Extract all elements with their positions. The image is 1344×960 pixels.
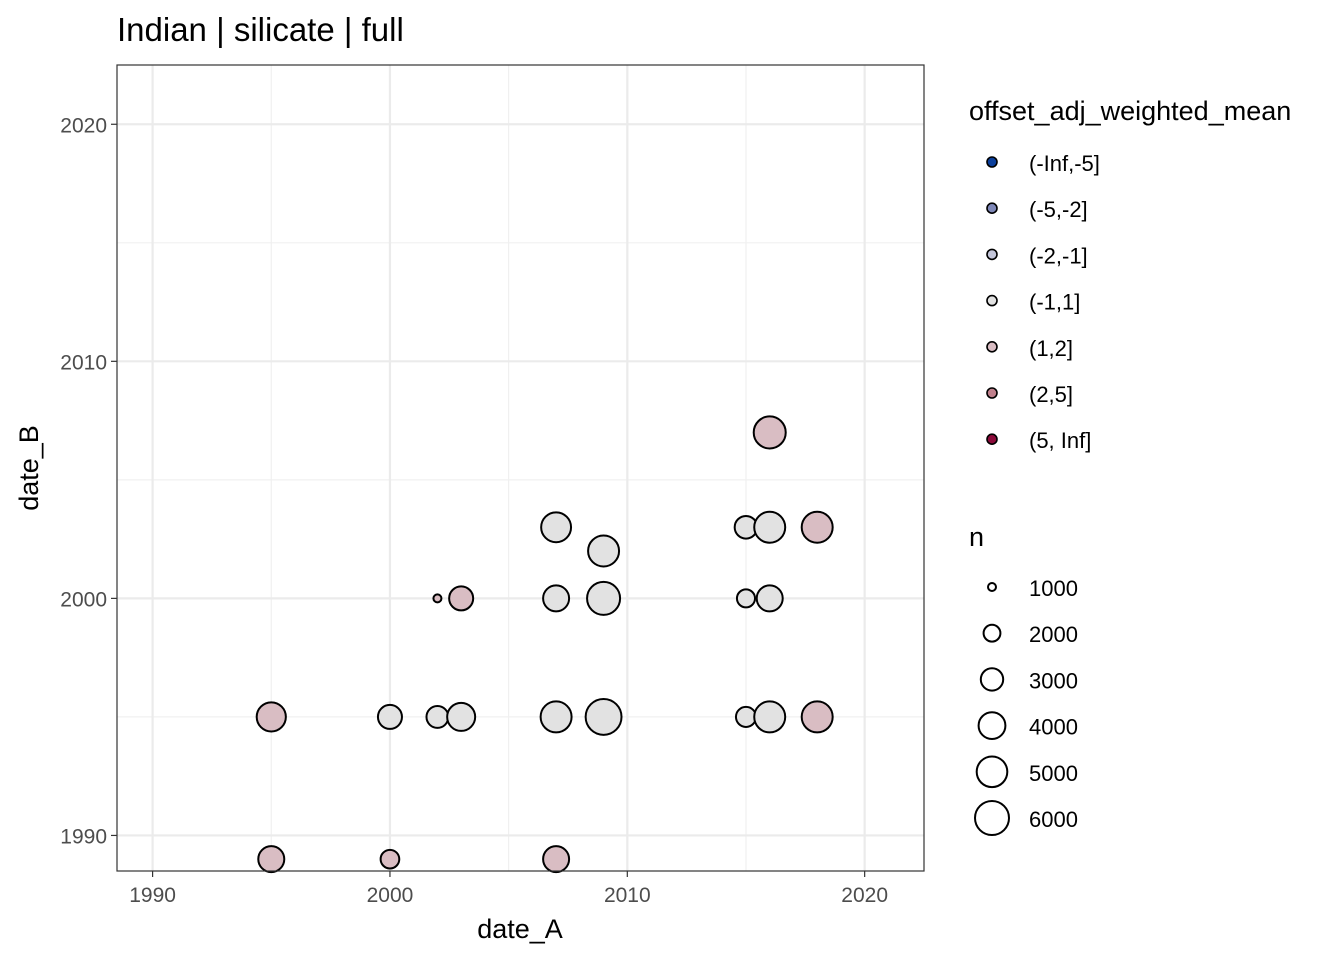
- size-legend-label: 6000: [1029, 807, 1078, 832]
- data-point: [255, 701, 287, 733]
- y-tick-label: 1990: [60, 825, 107, 848]
- data-point: [540, 511, 573, 544]
- data-point: [753, 510, 787, 544]
- y-tick-label: 2020: [60, 114, 107, 137]
- size-legend: 1000 2000 3000 4000 5000 6000: [974, 576, 1078, 836]
- color-legend-label: (-1,1]: [1029, 290, 1080, 315]
- color-legend-key: [986, 248, 998, 261]
- data-point: [376, 703, 403, 730]
- data-point: [800, 700, 834, 734]
- color-legend-key: [986, 387, 998, 399]
- grid: [117, 65, 924, 871]
- data-point: [586, 580, 622, 616]
- data-point: [379, 848, 401, 870]
- color-legend-label: (1,2]: [1029, 336, 1073, 361]
- size-legend-key: [987, 582, 997, 592]
- data-point: [539, 700, 573, 734]
- color-legend-key: [986, 156, 998, 168]
- x-axis: 1990 2000 2010 2020: [129, 871, 888, 907]
- x-tick-label: 2020: [841, 884, 888, 907]
- color-legend-key: [986, 340, 998, 353]
- data-point: [753, 700, 787, 734]
- size-legend-key: [979, 667, 1005, 692]
- color-legend-label: (-Inf,-5]: [1029, 151, 1100, 176]
- size-legend-label: 4000: [1029, 715, 1078, 740]
- data-point: [446, 701, 477, 732]
- size-legend-label: 5000: [1029, 761, 1078, 786]
- data-point: [425, 704, 450, 729]
- color-legend-key: [986, 294, 998, 307]
- chart-title: Indian | silicate | full: [117, 11, 404, 48]
- data-point: [448, 585, 475, 612]
- size-legend-key: [982, 623, 1002, 643]
- data-point: [584, 697, 623, 736]
- plot-panel: [117, 65, 924, 871]
- color-legend-label: (2,5]: [1029, 382, 1073, 407]
- x-tick-label: 2010: [604, 884, 651, 907]
- y-tick-label: 2000: [60, 588, 107, 611]
- size-legend-key: [977, 711, 1007, 741]
- y-axis-label: date_B: [14, 425, 44, 511]
- data-point: [734, 705, 758, 728]
- points: [255, 415, 834, 874]
- color-legend-label: (-2,-1]: [1029, 243, 1088, 268]
- size-legend-title: n: [969, 522, 984, 552]
- size-legend-key: [974, 800, 1010, 836]
- x-tick-label: 2000: [367, 884, 414, 907]
- data-point: [800, 510, 834, 544]
- size-legend-label: 1000: [1029, 576, 1078, 601]
- data-point: [755, 584, 784, 613]
- color-legend-label: (-5,-2]: [1029, 197, 1088, 222]
- color-legend-label: (5, Inf]: [1029, 428, 1091, 453]
- y-tick-label: 2010: [60, 351, 107, 374]
- data-point: [257, 845, 286, 874]
- data-point: [587, 534, 621, 568]
- size-legend-key: [975, 755, 1009, 789]
- x-axis-label: date_A: [477, 914, 563, 944]
- size-legend-label: 3000: [1029, 668, 1078, 693]
- data-point: [752, 415, 787, 450]
- size-legend-label: 2000: [1029, 622, 1078, 647]
- color-legend: (-Inf,-5] (-5,-2] (-2,-1] (-1,1] (1,2] (2,5] (…: [986, 151, 1100, 453]
- data-point: [542, 584, 571, 613]
- color-legend-key: [986, 433, 998, 446]
- data-point: [542, 845, 571, 874]
- x-tick-label: 1990: [129, 884, 176, 907]
- color-legend-key: [986, 202, 998, 214]
- data-point: [735, 588, 757, 609]
- y-axis: 1990 2000 2010 2020: [60, 114, 117, 848]
- plot-border: [116, 64, 925, 872]
- color-legend-title: offset_adj_weighted_mean: [969, 96, 1291, 126]
- data-point: [432, 593, 443, 604]
